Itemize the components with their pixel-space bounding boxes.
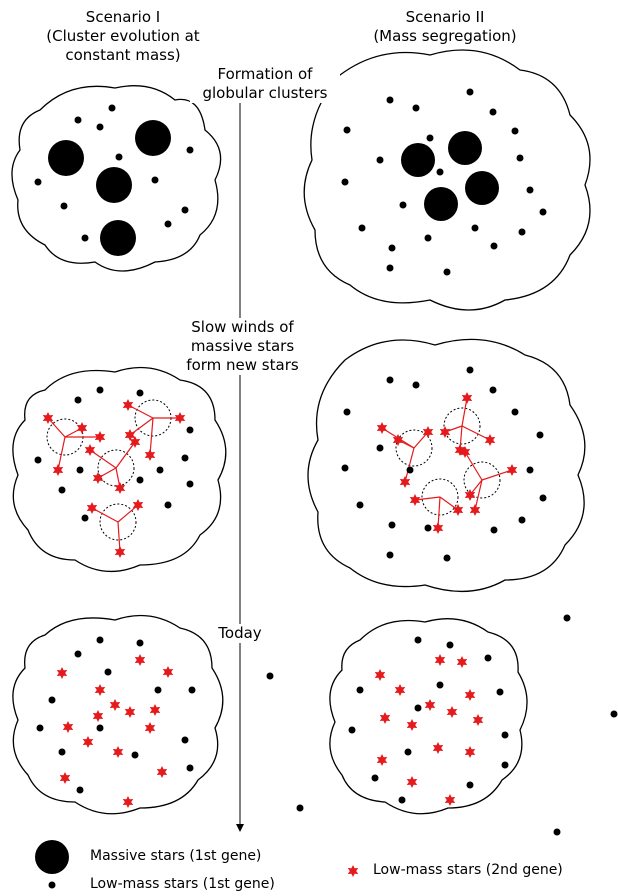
low-mass-star — [424, 234, 432, 242]
low-mass-star — [539, 208, 547, 216]
scenario-2-name: Scenario II — [405, 8, 485, 26]
low-mass-star — [151, 176, 159, 184]
scenario-2-subtitle: (Mass segregation) — [373, 27, 517, 45]
stage-formation-label: Formation of globular clusters — [190, 65, 340, 103]
massive-star — [465, 171, 499, 205]
low-mass-star — [471, 224, 479, 232]
massive-star — [100, 220, 136, 256]
low-mass-star — [386, 96, 394, 104]
low-mass-star — [511, 127, 519, 135]
low-mass-star — [186, 146, 194, 154]
low-mass-star — [34, 386, 194, 522]
low-mass-star — [343, 126, 351, 134]
stage-winds-line1: Slow winds of — [191, 318, 294, 336]
low-mass-star — [96, 123, 104, 131]
low-mass-star — [518, 228, 526, 236]
legend-lowmass1-label: Low-mass stars (1st gene) — [90, 876, 275, 892]
scenario-1-name: Scenario I — [85, 8, 161, 26]
low-mass-star — [34, 178, 42, 186]
massive-star — [96, 167, 132, 203]
low-mass-star — [164, 220, 172, 228]
low-mass-star — [358, 224, 366, 232]
massive-star — [135, 120, 171, 156]
escaped-low-mass-star — [553, 828, 561, 836]
escaped-low-mass-star — [610, 710, 618, 718]
legend-2nd-gen-star-symbol — [347, 865, 359, 877]
scenario-2-title: Scenario II (Mass segregation) — [330, 8, 560, 46]
low-mass-star — [181, 206, 189, 214]
legend-massive-star-symbol — [35, 840, 69, 874]
massive-star — [48, 140, 84, 176]
former-massive-star-ring — [463, 461, 501, 499]
stage-winds-line2: massive stars — [190, 337, 295, 355]
low-mass-star — [436, 168, 444, 176]
low-mass-star — [490, 242, 498, 250]
cluster-outline-s2-formation — [303, 49, 591, 311]
legend-low-mass-star-symbol — [48, 881, 56, 889]
escaped-stars — [266, 614, 618, 836]
escaped-low-mass-star — [563, 614, 571, 622]
low-mass-star — [388, 244, 396, 252]
low-mass-star — [376, 156, 384, 164]
escaped-low-mass-star — [266, 672, 274, 680]
legend-lowmass2-label: Low-mass stars (2nd gene) — [373, 862, 563, 878]
s2-winds-stars — [341, 366, 547, 562]
legend-massive-label: Massive stars (1st gene) — [90, 848, 262, 864]
scenario-1-title: Scenario I (Cluster evolution at constan… — [8, 8, 238, 65]
stage-today-label: Today — [212, 624, 268, 643]
low-mass-star — [108, 104, 116, 112]
low-mass-star — [348, 636, 509, 804]
low-mass-star — [60, 202, 68, 210]
s1-today-stars — [36, 636, 196, 808]
scenario-1-subtitle-line1: (Cluster evolution at — [46, 27, 200, 45]
stage-winds-line3: form new stars — [186, 356, 299, 374]
low-mass-star — [516, 154, 524, 162]
low-mass-star — [412, 104, 420, 112]
former-massive-star-ring — [443, 407, 481, 445]
former-massive-star-ring — [421, 478, 459, 516]
s2-formation-stars — [341, 88, 547, 276]
low-mass-star — [341, 178, 349, 186]
stage-formation-line1: Formation of — [217, 65, 313, 83]
low-mass-star — [36, 636, 196, 794]
massive-star — [448, 131, 482, 165]
s1-winds-stars — [34, 386, 194, 558]
low-mass-star — [115, 153, 123, 161]
cluster-outline-s2-today — [329, 618, 528, 815]
low-mass-star — [341, 366, 547, 562]
former-massive-star-ring — [395, 429, 433, 467]
cluster-outline-s2-winds — [307, 338, 586, 593]
low-mass-star — [466, 88, 474, 96]
stage-winds-label: Slow winds of massive stars form new sta… — [180, 318, 305, 375]
stage-formation-line2: globular clusters — [202, 84, 328, 102]
massive-star — [424, 187, 458, 221]
escaped-low-mass-star — [296, 804, 304, 812]
low-mass-star — [489, 108, 497, 116]
former-massive-star-ring — [99, 503, 137, 541]
cluster-outline-s1-today — [12, 614, 224, 815]
low-mass-star — [74, 116, 82, 124]
low-mass-star — [81, 234, 89, 242]
low-mass-star — [426, 134, 434, 142]
scenario-1-subtitle-line2: constant mass) — [65, 46, 181, 64]
low-mass-star — [443, 268, 451, 276]
s1-formation-stars — [34, 104, 194, 256]
low-mass-star — [526, 186, 534, 194]
s2-today-stars — [348, 636, 509, 806]
low-mass-star — [386, 264, 394, 272]
massive-star — [401, 143, 435, 177]
low-mass-star — [399, 201, 407, 209]
